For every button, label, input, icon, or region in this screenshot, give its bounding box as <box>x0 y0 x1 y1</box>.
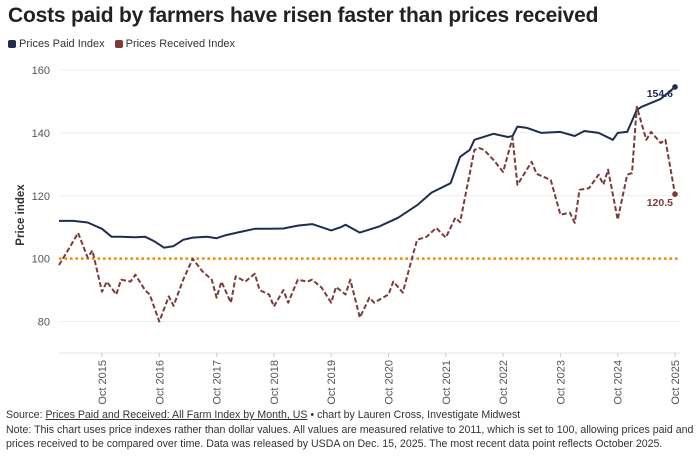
chart-title: Costs paid by farmers have risen faster … <box>8 4 599 27</box>
source-line: Source: Prices Paid and Received: All Fa… <box>6 408 694 423</box>
y-tick-label: 140 <box>32 128 50 140</box>
y-tick-label: 80 <box>38 317 50 329</box>
x-tick-label: Oct 2019 <box>326 360 338 405</box>
source-link[interactable]: Prices Paid and Received: All Farm Index… <box>45 409 308 421</box>
legend: Prices Paid Index Prices Received Index <box>8 38 235 50</box>
x-tick-label: Oct 2021 <box>441 360 453 405</box>
line-chart: Price index 80 100 120 140 160 Oct 2015 Oct 20… <box>15 65 682 405</box>
x-tick-label: Oct 2016 <box>154 360 166 405</box>
x-tick-label: Oct 2020 <box>383 360 395 405</box>
x-tick-label: Oct 2015 <box>97 360 109 405</box>
y-tick-label: 160 <box>32 65 50 77</box>
end-value-label: 120.5 <box>647 197 673 209</box>
legend-label-received: Prices Received Index <box>125 38 236 50</box>
x-tick-label: Oct 2022 <box>498 360 510 405</box>
end-point-marker <box>672 191 678 198</box>
legend-label-paid: Prices Paid Index <box>19 38 105 50</box>
footer: Source: Prices Paid and Received: All Fa… <box>6 408 694 452</box>
x-tick-label: Oct 2023 <box>555 360 567 405</box>
source-credit: • chart by Lauren Cross, Investigate Mid… <box>307 409 521 421</box>
y-tick-label: 100 <box>32 254 50 266</box>
x-tick-label: Oct 2018 <box>269 360 281 405</box>
y-axis-label: Price index <box>15 184 27 246</box>
x-tick-label: Oct 2017 <box>212 360 224 405</box>
end-value-label: 154.6 <box>647 88 673 100</box>
source-prefix: Source: <box>6 409 46 421</box>
legend-item-paid: Prices Paid Index <box>8 38 105 50</box>
series-line-prices-paid <box>59 86 676 249</box>
y-tick-label: 120 <box>32 191 50 203</box>
x-tick-label: Oct 2024 <box>613 360 625 405</box>
legend-item-received: Prices Received Index <box>114 38 236 50</box>
legend-swatch-received <box>114 40 123 48</box>
legend-swatch-paid <box>8 40 16 48</box>
series-line-prices-received <box>58 105 676 323</box>
x-tick-label: Oct 2025 <box>670 360 682 405</box>
note-text: Note: This chart uses price indexes rath… <box>6 423 694 451</box>
end-point-marker <box>672 84 678 90</box>
